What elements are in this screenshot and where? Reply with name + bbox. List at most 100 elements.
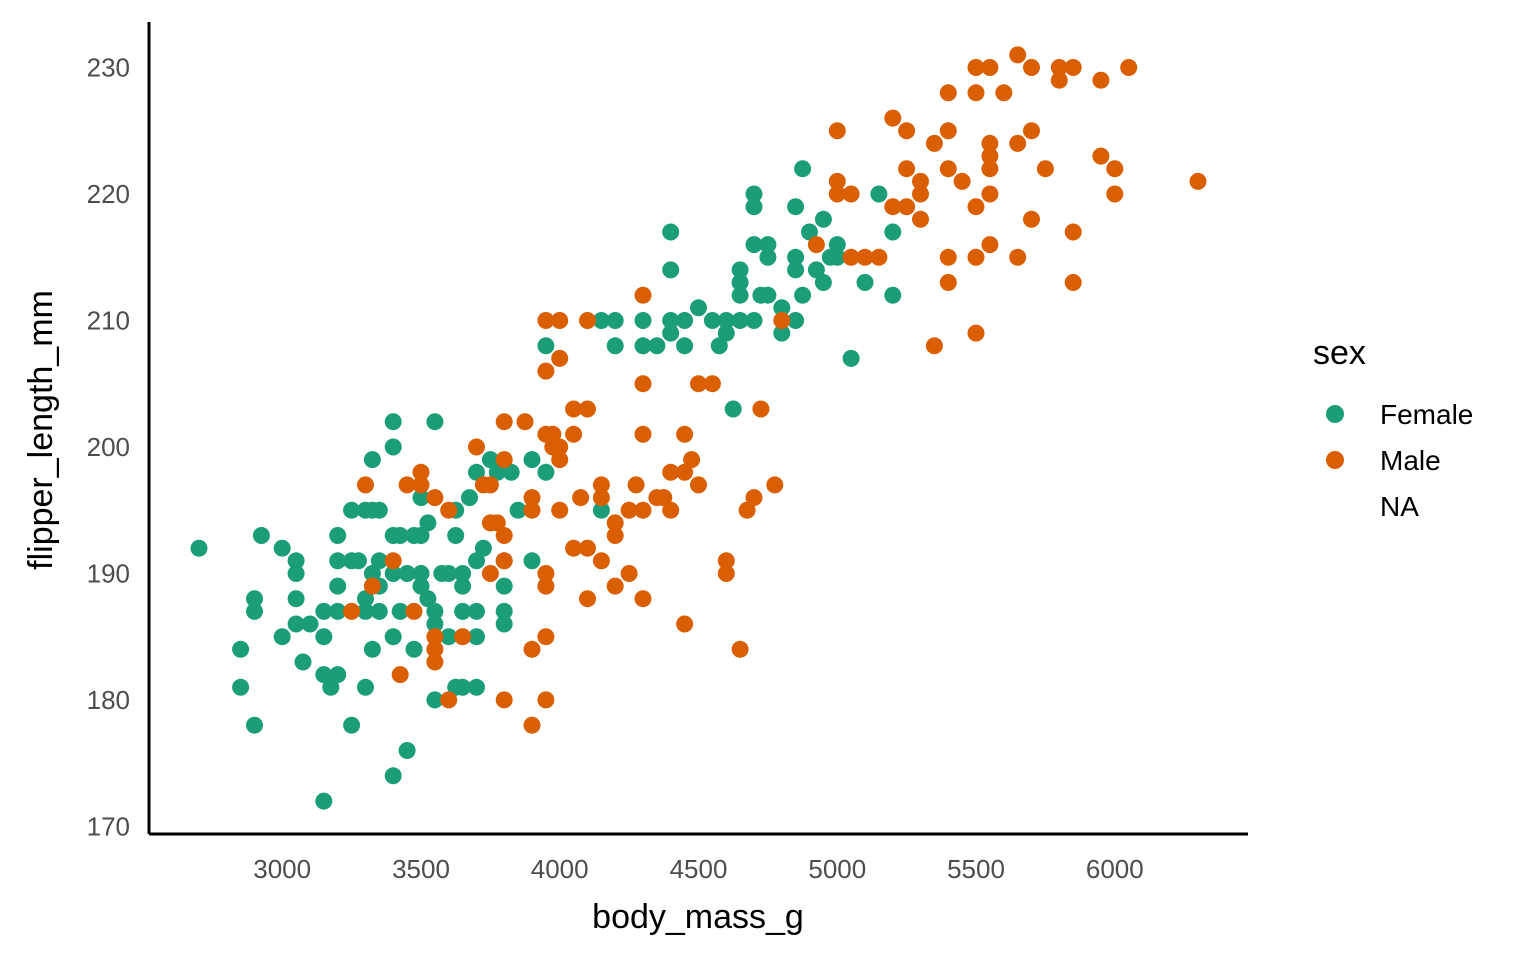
point-female — [759, 236, 777, 254]
point-male — [426, 640, 444, 658]
point-male — [690, 476, 707, 494]
point-female — [440, 565, 458, 582]
point-female — [370, 501, 388, 519]
point-male — [1009, 248, 1027, 266]
point-male — [551, 438, 569, 456]
point-male — [440, 691, 458, 709]
point-male — [884, 198, 902, 216]
point-female — [676, 337, 694, 355]
point-female — [384, 565, 402, 582]
point-male — [634, 286, 652, 304]
point-female — [398, 742, 416, 759]
point-male — [537, 628, 555, 646]
point-male — [870, 248, 888, 266]
point-female — [246, 716, 263, 734]
point-male — [481, 476, 499, 494]
point-male — [856, 248, 874, 266]
point-female — [870, 185, 888, 203]
point-female — [703, 312, 721, 329]
point-male — [898, 198, 916, 216]
point-female — [537, 463, 555, 481]
point-male — [981, 59, 999, 76]
point-female — [461, 489, 478, 507]
point-male — [1009, 134, 1027, 152]
point-female — [252, 527, 270, 544]
point-female — [287, 565, 305, 582]
point-female — [495, 615, 513, 633]
y-tick-label: 200 — [87, 432, 130, 462]
point-male — [1050, 71, 1068, 89]
points-layer — [190, 46, 1207, 810]
point-female — [509, 501, 527, 519]
point-male — [634, 501, 652, 519]
point-female — [426, 615, 444, 633]
point-female — [426, 691, 444, 709]
point-female — [273, 628, 291, 646]
point-female — [794, 160, 812, 178]
point-female — [315, 628, 333, 646]
point-female — [357, 678, 374, 696]
point-male — [592, 476, 610, 494]
point-female — [350, 552, 367, 570]
point-female — [884, 223, 902, 241]
point-male — [1050, 59, 1068, 76]
point-male — [454, 628, 472, 646]
point-female — [315, 602, 333, 620]
point-male — [488, 514, 506, 532]
point-male — [1120, 59, 1138, 76]
point-female — [246, 602, 263, 620]
legend-title: sex — [1313, 334, 1366, 372]
point-male — [468, 438, 485, 456]
point-male — [828, 185, 846, 203]
point-female — [745, 185, 763, 203]
point-female — [412, 565, 430, 582]
point-male — [1009, 46, 1027, 64]
point-female — [634, 312, 652, 329]
legend-label-male: Male — [1380, 445, 1441, 476]
point-female — [468, 552, 485, 570]
point-male — [1023, 122, 1040, 140]
point-female — [301, 615, 319, 633]
point-male — [537, 565, 555, 582]
point-female — [363, 640, 381, 658]
point-male — [405, 602, 423, 620]
y-tick-label: 190 — [87, 559, 130, 589]
point-male — [412, 463, 430, 481]
point-female — [814, 274, 832, 291]
point-male — [523, 489, 541, 507]
point-female — [787, 312, 805, 329]
point-female — [405, 640, 423, 658]
point-female — [370, 552, 388, 570]
point-male — [717, 552, 735, 570]
point-male — [384, 552, 402, 570]
point-male — [440, 501, 458, 519]
point-female — [468, 602, 485, 620]
point-female — [440, 628, 458, 646]
point-male — [1189, 172, 1207, 190]
point-female — [370, 602, 388, 620]
point-female — [488, 463, 506, 481]
legend: sex Female Male NA — [1313, 334, 1473, 522]
point-female — [731, 312, 749, 329]
point-male — [828, 122, 846, 140]
x-tick-label: 5000 — [808, 854, 866, 884]
point-male — [939, 160, 957, 178]
point-female — [357, 602, 374, 620]
point-male — [363, 577, 381, 595]
x-tick-label: 3000 — [253, 854, 311, 884]
point-female — [606, 337, 624, 355]
point-female — [412, 489, 430, 507]
point-male — [495, 451, 513, 469]
point-male — [981, 134, 999, 152]
y-axis-ticks: 170 180 190 200 210 220 230 — [87, 53, 130, 842]
legend-label-female: Female — [1380, 399, 1473, 430]
point-female — [662, 223, 680, 241]
point-female — [606, 312, 624, 329]
point-female — [842, 349, 860, 367]
point-male — [537, 312, 555, 329]
point-female — [468, 463, 485, 481]
point-female — [329, 577, 347, 595]
point-female — [412, 577, 430, 595]
point-female — [814, 210, 832, 228]
point-female — [426, 413, 444, 431]
